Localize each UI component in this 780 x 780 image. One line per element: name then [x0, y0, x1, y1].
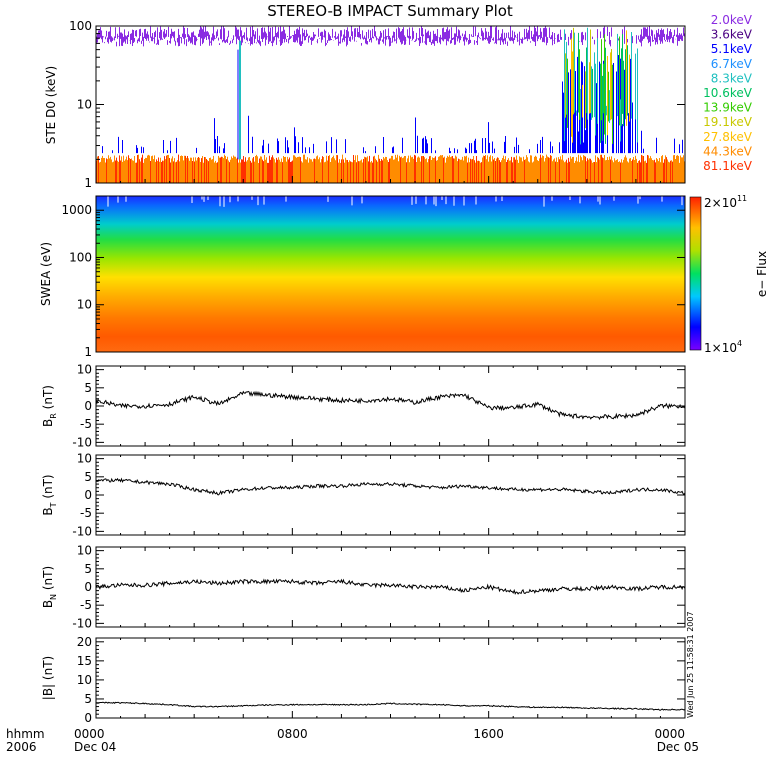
- swea-tick-label: 1: [84, 345, 92, 359]
- bmag-panel: 0 5 10 15 20 |B| (nT): [41, 635, 686, 725]
- time-tick-label: 0800: [277, 727, 308, 741]
- field-panel-frame: [95, 454, 686, 536]
- ste-legend-entry: 27.8keV: [703, 130, 753, 144]
- ste-legend-entry: 3.6keV: [711, 28, 753, 42]
- swea-tick-label: 10: [77, 298, 92, 312]
- field-y-label: BT (nT): [41, 474, 58, 515]
- ste-legend-entry: 13.9keV: [703, 101, 753, 115]
- ste-legend-entry: 19.1keV: [703, 115, 753, 129]
- ste-tick-label: 1: [84, 176, 92, 190]
- swea-panel: 1 10 100 1000 SWEA (eV) 2×1011 1×104 e− Flu…: [39, 194, 769, 359]
- bt-panel: -10 -5 0 5 10 BT (nT): [41, 452, 686, 538]
- field-tick-label: 10: [77, 363, 92, 377]
- ste-y-label: STE D0 (keV): [44, 66, 58, 145]
- ste-spectrum-bars: [96, 26, 685, 183]
- ste-legend-entry: 44.3keV: [703, 144, 753, 158]
- flux-colorbar: [689, 196, 702, 351]
- ste-tick-label: 10: [77, 98, 92, 112]
- swea-panel-frame: [95, 195, 686, 353]
- bn-panel: -10 -5 0 5 10 BN (nT): [41, 544, 686, 630]
- field-tick-label: -5: [80, 506, 92, 520]
- field-trace: [95, 390, 686, 421]
- time-axis-row2-label: 2006: [6, 740, 37, 754]
- field-trace: [95, 701, 686, 711]
- field-tick-label: 0: [84, 711, 92, 725]
- swea-y-label: SWEA (eV): [39, 242, 53, 306]
- field-tick-label: 5: [84, 562, 92, 576]
- date-label: Dec 05: [657, 740, 699, 754]
- field-y-label: BR (nT): [41, 385, 58, 427]
- ste-legend-entry: 6.7keV: [711, 57, 753, 71]
- time-tick-label: 0000: [654, 727, 685, 741]
- colorbar-max-label: 2×1011: [704, 194, 747, 210]
- ste-legend-entry: 81.1keV: [703, 159, 753, 173]
- generation-timestamp: Wed Jun 25 11:58:31 2007: [686, 611, 695, 718]
- field-tick-label: 0: [84, 580, 92, 594]
- field-tick-label: -5: [80, 417, 92, 431]
- ste-panel: 1 10 100 STE D0 (keV) 2.0keV3.6keV5.1keV6.…: [44, 13, 753, 352]
- field-tick-label: 0: [84, 399, 92, 413]
- field-tick-label: 10: [77, 673, 92, 687]
- ste-y-axis: 1 10 100: [69, 19, 685, 190]
- ste-legend-entry: 5.1keV: [711, 42, 753, 56]
- swea-y-axis: 1 10 100 1000: [61, 195, 685, 359]
- colorbar-min-label: 1×104: [704, 339, 742, 355]
- field-trace: [95, 477, 686, 496]
- colorbar-label: e− Flux: [755, 251, 769, 297]
- ste-legend-entry: 2.0keV: [711, 13, 753, 27]
- field-tick-label: 10: [77, 452, 92, 466]
- swea-top-spikes: [107, 196, 683, 207]
- field-tick-label: 20: [77, 635, 92, 649]
- field-tick-label: -10: [72, 616, 92, 630]
- br-panel: -10 -5 0 5 10 BR (nT): [41, 363, 686, 449]
- field-tick-label: 10: [77, 544, 92, 558]
- date-label: Dec 04: [74, 740, 116, 754]
- field-tick-label: 5: [84, 692, 92, 706]
- ste-legend: 2.0keV3.6keV5.1keV6.7keV8.3keV10.6keV13.…: [703, 13, 753, 173]
- ste-tick-label: 100: [69, 19, 92, 33]
- field-tick-label: -10: [72, 524, 92, 538]
- field-tick-label: 5: [84, 470, 92, 484]
- field-panel-frame: [95, 365, 686, 447]
- field-trace: [95, 578, 686, 595]
- field-tick-label: -5: [80, 598, 92, 612]
- field-tick-label: -10: [72, 435, 92, 449]
- swea-spectrogram: [96, 196, 685, 352]
- field-tick-label: 0: [84, 488, 92, 502]
- time-tick-label: 0000: [74, 727, 105, 741]
- time-axis-row1-label: hhmm: [6, 727, 45, 741]
- time-tick-label: 1600: [473, 727, 504, 741]
- swea-tick-label: 1000: [61, 203, 92, 217]
- ste-legend-entry: 8.3keV: [711, 71, 753, 85]
- field-y-label: BN (nT): [41, 566, 58, 608]
- field-tick-label: 15: [77, 654, 92, 668]
- ste-legend-entry: 10.6keV: [703, 86, 753, 100]
- swea-tick-label: 100: [69, 250, 92, 264]
- field-tick-label: 5: [84, 381, 92, 395]
- plot-title: STEREO-B IMPACT Summary Plot: [267, 2, 513, 20]
- field-y-label: |B| (nT): [41, 656, 55, 700]
